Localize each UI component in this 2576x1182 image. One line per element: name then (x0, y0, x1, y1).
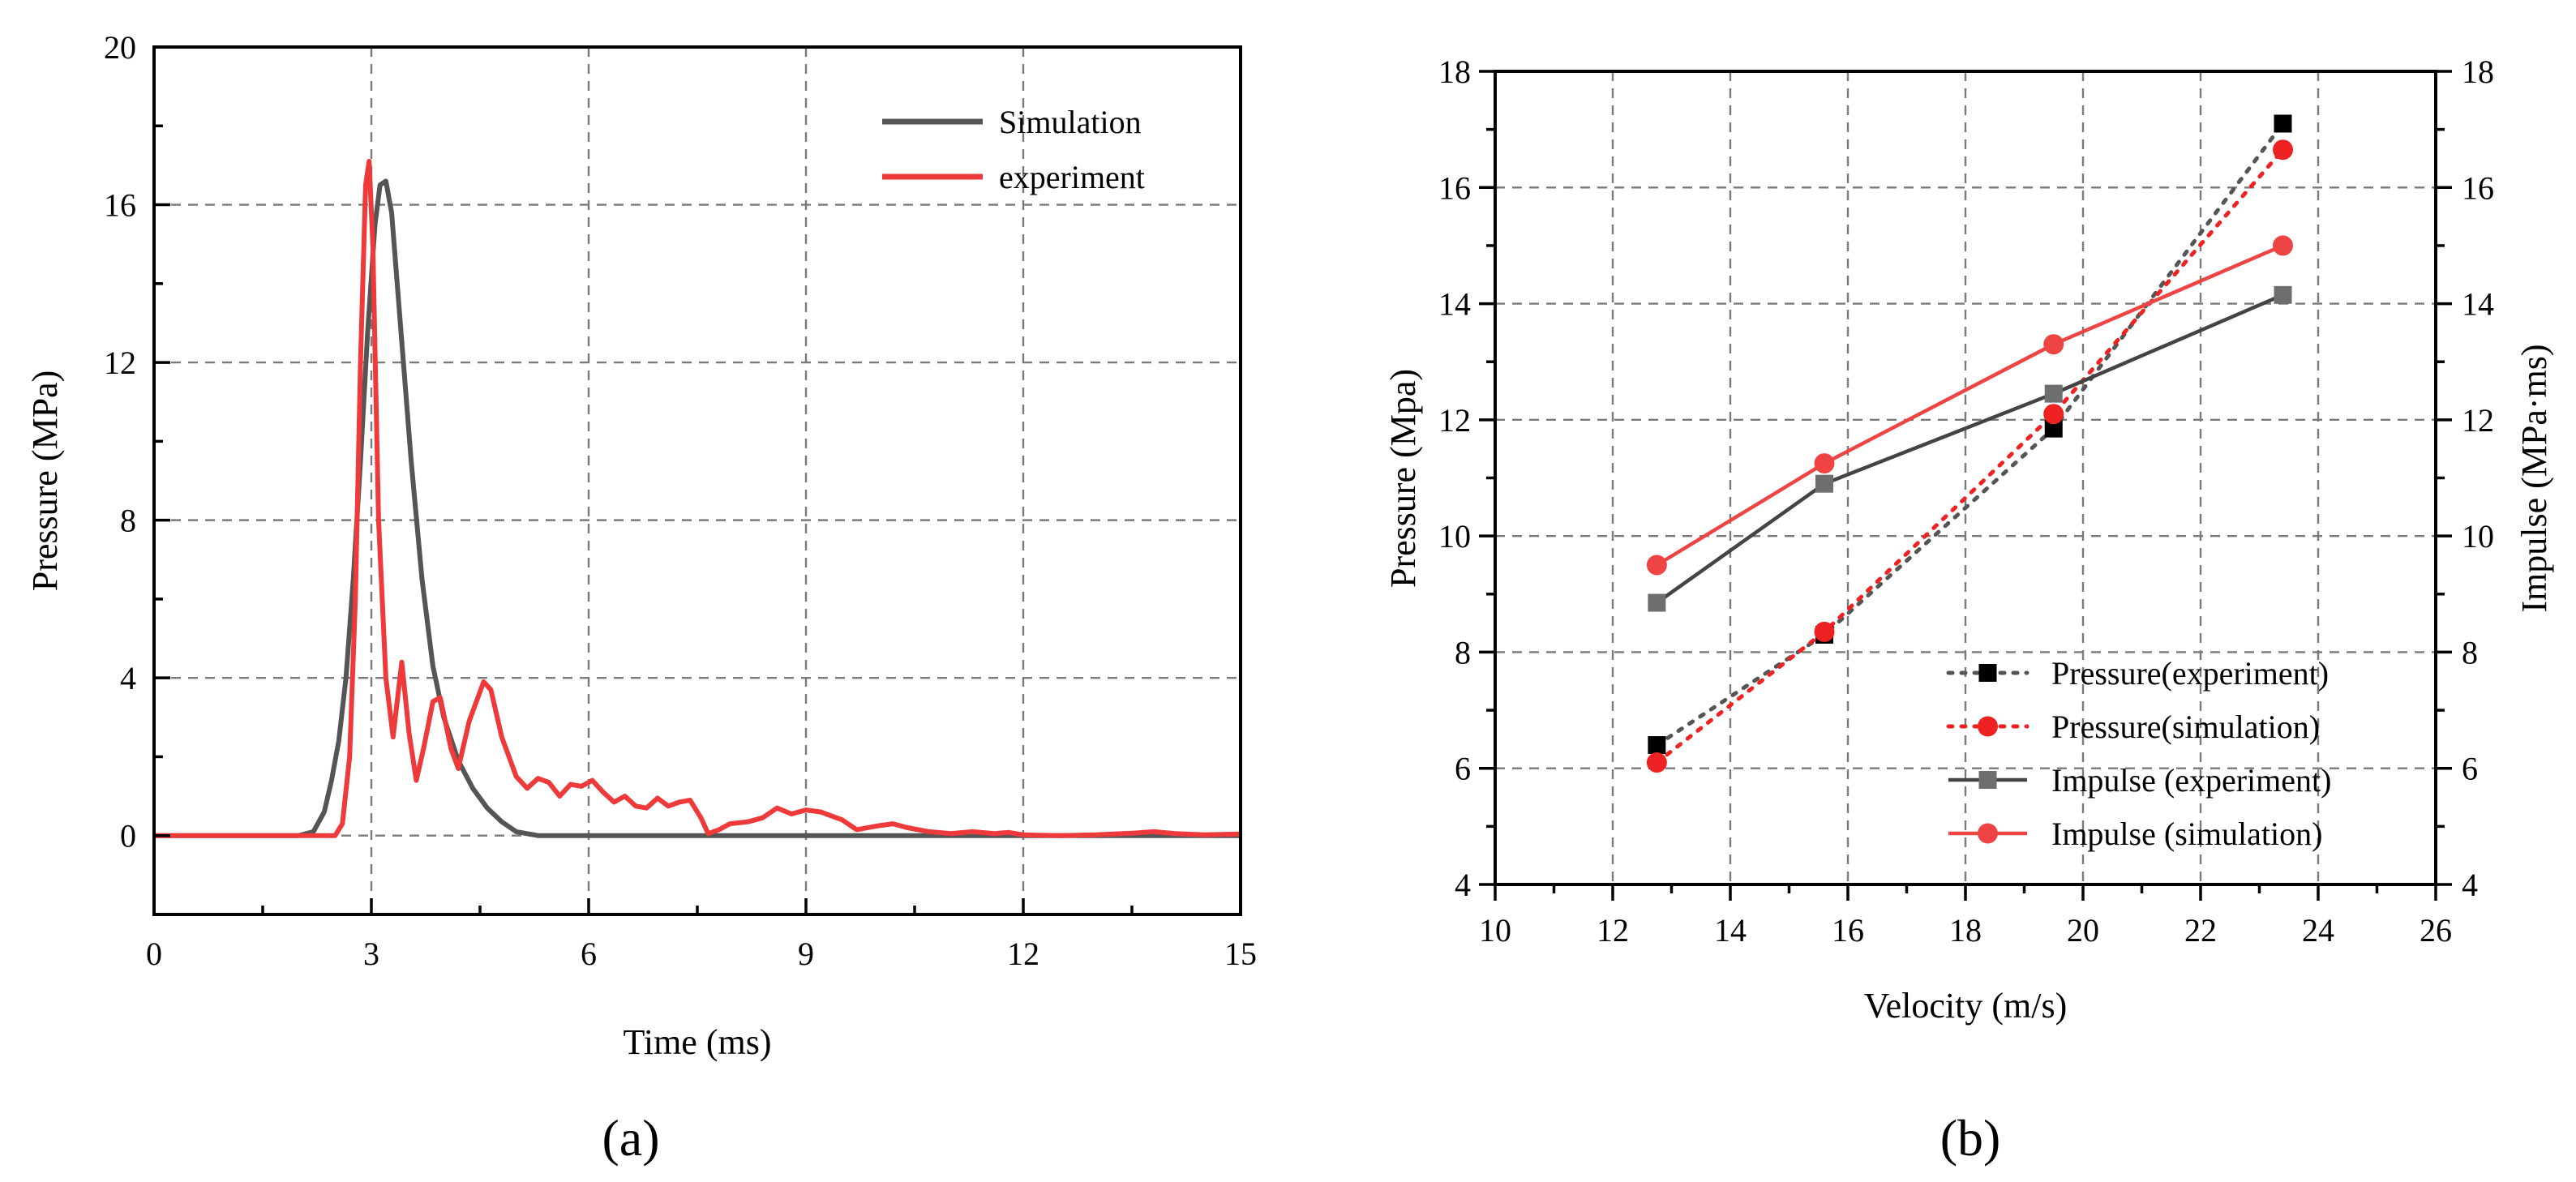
panel-b-xlabel: Velocity (m/s) (1864, 986, 2068, 1026)
legend-label-impulse-experiment: Impulse (experiment) (2051, 762, 2331, 799)
legend-marker-pressure-simulation (1978, 716, 1998, 737)
panel-b-y2label: Impulse (MPa·ms) (2514, 344, 2554, 612)
panel-a-xtick-label: 9 (798, 936, 814, 972)
point-pressure-simulation (1646, 752, 1667, 773)
point-pressure-experiment (2274, 114, 2292, 133)
panel-b-ytick-label: 6 (1455, 751, 1471, 787)
panel-a-ytick-label: 12 (104, 345, 136, 381)
panel-a-ytick-label: 0 (120, 818, 136, 854)
panel-b-xtick-label: 22 (2184, 912, 2217, 949)
panel-b-xtick-label: 18 (1949, 912, 1982, 949)
series-line-impulse-experiment (1656, 293, 2284, 605)
panel-a-data (154, 159, 1241, 838)
panel-a: 0 3 6 9 12 15 0 4 8 12 16 20 Time (ms) Pressure (MP… (25, 29, 1257, 1167)
panel-b-xtick-label: 24 (2302, 912, 2334, 949)
point-impulse-experiment (1648, 593, 1666, 612)
panel-b-y2tick-label: 16 (2462, 169, 2494, 206)
point-pressure-simulation (2043, 404, 2064, 425)
panel-b-y2tick-label: 10 (2462, 518, 2494, 555)
panel-a-xtick-label: 6 (581, 936, 597, 972)
point-impulse-simulation (1646, 555, 1667, 576)
legend-marker-impulse-experiment (1978, 771, 1997, 789)
panel-b-y2tick-label: 6 (2462, 751, 2478, 787)
panel-b-caption: (b) (1940, 1109, 2001, 1167)
panel-b-ylabel: Pressure (Mpa) (1383, 369, 1423, 588)
panel-b-xtick-label: 26 (2420, 912, 2452, 949)
panel-b-y2tick-label: 4 (2462, 867, 2478, 903)
point-impulse-experiment (2044, 384, 2063, 403)
panel-a-ytick-label: 20 (104, 29, 136, 66)
panel-b: 10 12 14 16 18 20 22 24 26 4 6 8 10 12 14 16 18 4 6 8 10 12 14… (1383, 54, 2554, 1167)
panel-a-ytick-label: 8 (120, 503, 136, 539)
panel-a-xtick-label: 0 (146, 936, 162, 972)
legend-marker-impulse-simulation (1978, 823, 1998, 844)
panel-a-xlabel: Time (ms) (624, 1022, 772, 1062)
legend-label-pressure-simulation: Pressure(simulation) (2051, 709, 2320, 745)
series-line-pressure-experiment (1654, 122, 2285, 747)
panel-a-xtick-label: 3 (363, 936, 379, 972)
panel-b-xtick-label: 20 (2067, 912, 2099, 949)
panel-a-ylabel: Pressure (MPa) (25, 370, 65, 592)
legend-label-experiment: experiment (999, 159, 1145, 195)
panel-a-legend: Simulation experiment (882, 104, 1145, 195)
point-impulse-experiment (1815, 474, 1833, 493)
point-pressure-experiment (2044, 419, 2063, 438)
legend-label-impulse-simulation: Impulse (simulation) (2051, 816, 2322, 852)
panel-b-y2tick-label: 12 (2462, 402, 2494, 439)
panel-b-ticks: 10 12 14 16 18 20 22 24 26 4 6 8 10 12 14 16 18 4 6 8 10 12 14… (1438, 54, 2494, 949)
legend-label-simulation: Simulation (999, 104, 1142, 140)
point-impulse-experiment (2274, 285, 2292, 304)
point-pressure-simulation (2273, 139, 2293, 161)
panel-b-ytick-label: 10 (1438, 518, 1471, 555)
panel-a-ytick-label: 16 (104, 187, 136, 224)
series-line-impulse-simulation (1656, 243, 2284, 567)
panel-b-ytick-label: 14 (1438, 286, 1471, 323)
panel-b-legend: Pressure(experiment) Pressure(simulation)… (1946, 655, 2331, 852)
panel-a-xtick-label: 15 (1224, 936, 1257, 972)
panel-b-xtick-label: 16 (1832, 912, 1864, 949)
panel-b-grid (1495, 71, 2436, 884)
point-pressure-simulation (1814, 621, 1835, 642)
legend-label-pressure-experiment: Pressure(experiment) (2051, 655, 2329, 692)
panel-b-xtick-label: 14 (1714, 912, 1747, 949)
point-pressure-experiment (1648, 736, 1666, 755)
panel-a-caption: (a) (602, 1109, 659, 1167)
panel-b-ytick-label: 4 (1455, 867, 1471, 903)
panel-b-ytick-label: 18 (1438, 54, 1471, 90)
panel-b-ytick-label: 16 (1438, 169, 1471, 206)
panel-b-ytick-label: 8 (1455, 634, 1471, 670)
point-impulse-simulation (1814, 453, 1835, 474)
panel-b-y2tick-label: 14 (2462, 286, 2494, 323)
panel-a-xtick-label: 12 (1007, 936, 1039, 972)
panel-b-ytick-label: 12 (1438, 402, 1471, 439)
panel-a-ticks: 0 3 6 9 12 15 0 4 8 12 16 20 (104, 29, 1257, 972)
panel-b-xtick-label: 10 (1479, 912, 1511, 949)
panel-b-y2tick-label: 8 (2462, 634, 2478, 670)
point-impulse-simulation (2043, 334, 2064, 355)
panel-b-y2tick-label: 18 (2462, 54, 2494, 90)
panel-a-ytick-label: 4 (120, 660, 136, 696)
panel-b-data (1646, 114, 2293, 773)
legend-marker-pressure-experiment (1978, 664, 1997, 682)
series-line-pressure-simulation (1654, 148, 2285, 765)
panel-b-xtick-label: 12 (1597, 912, 1629, 949)
point-impulse-simulation (2273, 235, 2293, 256)
series-line-experiment (154, 159, 1241, 838)
series-line-simulation (154, 178, 1241, 838)
